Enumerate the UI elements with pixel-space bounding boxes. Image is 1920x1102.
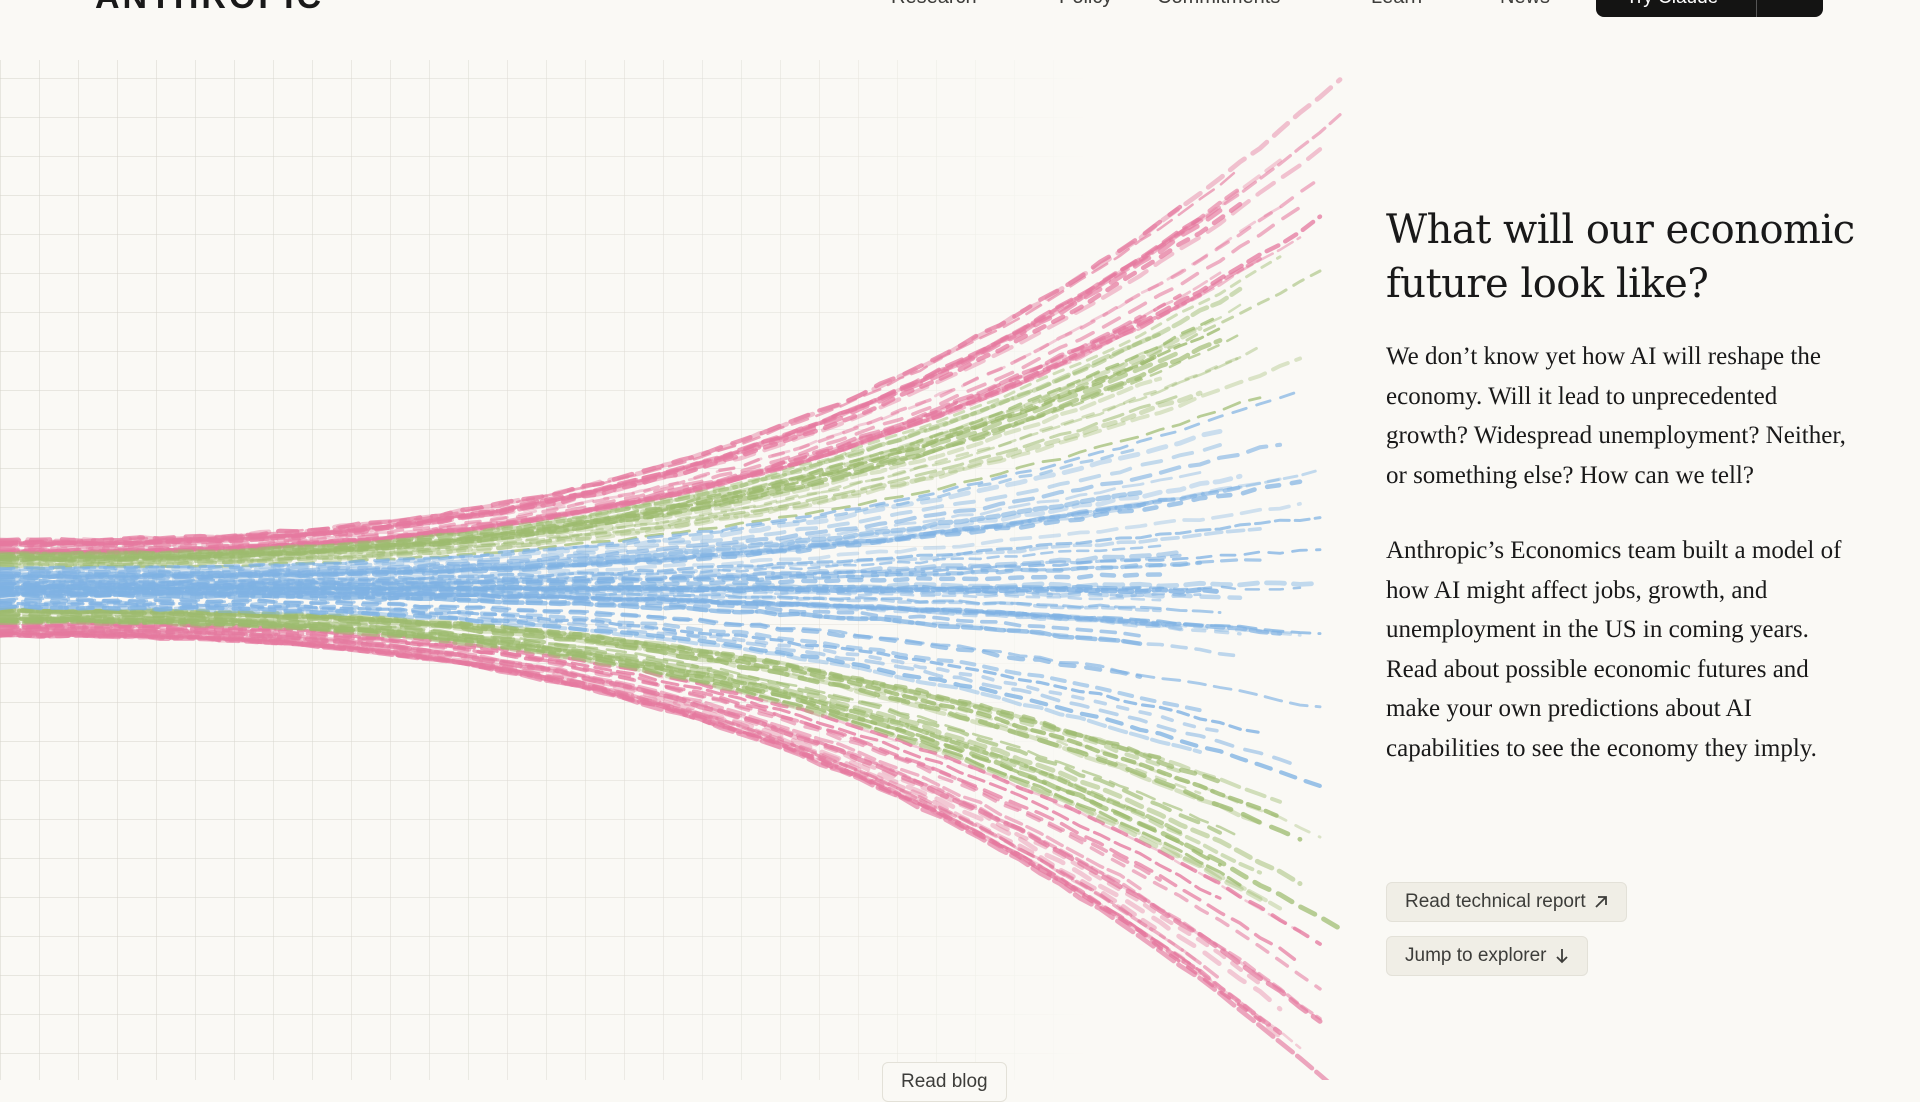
strand bbox=[0, 623, 1322, 991]
strand bbox=[0, 236, 1302, 555]
strand bbox=[0, 443, 1222, 574]
report-button[interactable]: Read technical report bbox=[1386, 882, 1627, 922]
strand bbox=[0, 303, 1242, 559]
strand bbox=[0, 442, 1283, 576]
strand bbox=[0, 607, 1282, 804]
nav-link[interactable]: News bbox=[1500, 0, 1550, 9]
strand bbox=[0, 176, 1322, 551]
strand bbox=[0, 446, 1142, 572]
strand bbox=[0, 471, 1202, 577]
arrow-icon bbox=[1594, 896, 1607, 908]
nav-link[interactable]: Learn bbox=[1371, 0, 1422, 9]
strand bbox=[0, 592, 1242, 658]
explorer-button[interactable]: Jump to explorer bbox=[1386, 936, 1588, 976]
nav-link[interactable]: Research bbox=[891, 0, 977, 9]
strand bbox=[0, 604, 1202, 754]
strand bbox=[0, 591, 1143, 646]
strand bbox=[0, 610, 1202, 795]
strand bbox=[0, 186, 1243, 547]
strand bbox=[0, 332, 1242, 563]
label: Jump to explorer bbox=[1405, 945, 1547, 966]
label: Read blog bbox=[901, 1071, 988, 1092]
strand bbox=[0, 527, 1262, 585]
strand bbox=[0, 271, 1222, 554]
hero-title: What will our economic future look like? bbox=[1386, 207, 1855, 307]
strand bbox=[0, 319, 1142, 555]
strand bbox=[0, 202, 1243, 549]
strand bbox=[0, 389, 1302, 571]
strand bbox=[0, 607, 1223, 785]
strand bbox=[0, 608, 1283, 820]
strand bbox=[0, 627, 1322, 1021]
fan-illustration bbox=[0, 60, 1343, 1080]
strand bbox=[0, 627, 1263, 986]
strand bbox=[0, 485, 1243, 581]
strand bbox=[0, 585, 1302, 591]
strand bbox=[0, 632, 1330, 1080]
strand bbox=[0, 204, 1183, 543]
strand bbox=[0, 630, 1202, 965]
strand bbox=[0, 332, 1162, 558]
strand bbox=[0, 572, 1163, 590]
nav-link[interactable]: Policy bbox=[1059, 0, 1112, 9]
strand bbox=[0, 602, 1222, 734]
strand bbox=[0, 615, 1183, 835]
strand bbox=[0, 587, 1222, 614]
strand bbox=[0, 516, 1322, 584]
strand bbox=[0, 396, 1262, 571]
strand bbox=[0, 208, 1223, 548]
hero: What will our economic future look like?… bbox=[1386, 203, 1866, 768]
strand bbox=[0, 589, 1283, 636]
strand bbox=[0, 356, 1302, 569]
strand bbox=[0, 113, 1342, 546]
strands bbox=[0, 77, 1343, 1080]
logo[interactable]: ANTHROPIC bbox=[95, 0, 324, 17]
blog-button[interactable]: Read blog bbox=[882, 1062, 1007, 1102]
paragraph: We don’t know yet how AI will reshape th… bbox=[1386, 343, 1846, 489]
strand bbox=[0, 619, 1242, 887]
divider bbox=[1756, 0, 1757, 17]
arrow-icon bbox=[1555, 949, 1568, 964]
strand bbox=[0, 393, 1182, 567]
strand bbox=[0, 599, 1202, 713]
cta-button[interactable]: Try Claude bbox=[1596, 0, 1823, 17]
nav-link[interactable]: Commitments bbox=[1157, 0, 1280, 9]
paragraph: Anthropic’s Economics team built a model… bbox=[1386, 537, 1842, 762]
strand bbox=[0, 621, 1222, 900]
strand bbox=[0, 501, 1302, 583]
strand bbox=[0, 390, 1203, 569]
strand bbox=[0, 313, 1222, 559]
strand bbox=[0, 580, 1323, 592]
strand bbox=[0, 596, 1322, 709]
strand bbox=[0, 627, 1282, 993]
strand bbox=[0, 326, 1222, 561]
strand bbox=[0, 620, 1302, 933]
label: Read technical report bbox=[1405, 891, 1586, 912]
strand bbox=[0, 256, 1262, 556]
strand bbox=[0, 468, 1322, 579]
strand bbox=[0, 356, 1242, 565]
strand bbox=[0, 548, 1322, 588]
cta-label: Try Claude bbox=[1626, 0, 1718, 9]
